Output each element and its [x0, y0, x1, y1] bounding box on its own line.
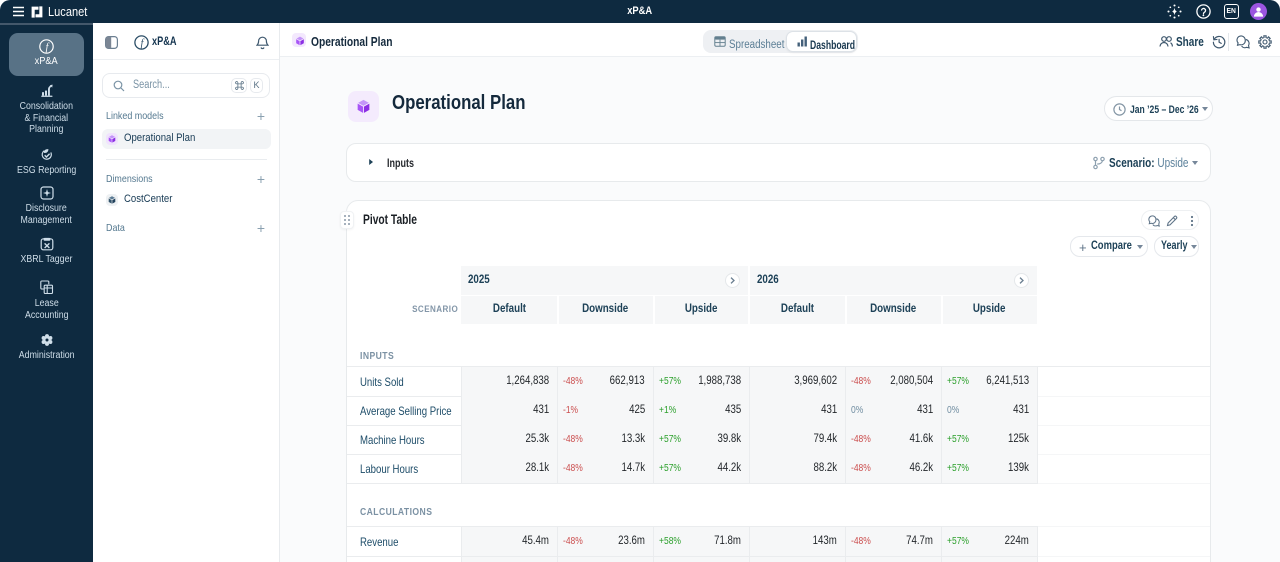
svg-text:f: f: [46, 42, 50, 53]
svg-text:f: f: [141, 38, 145, 49]
